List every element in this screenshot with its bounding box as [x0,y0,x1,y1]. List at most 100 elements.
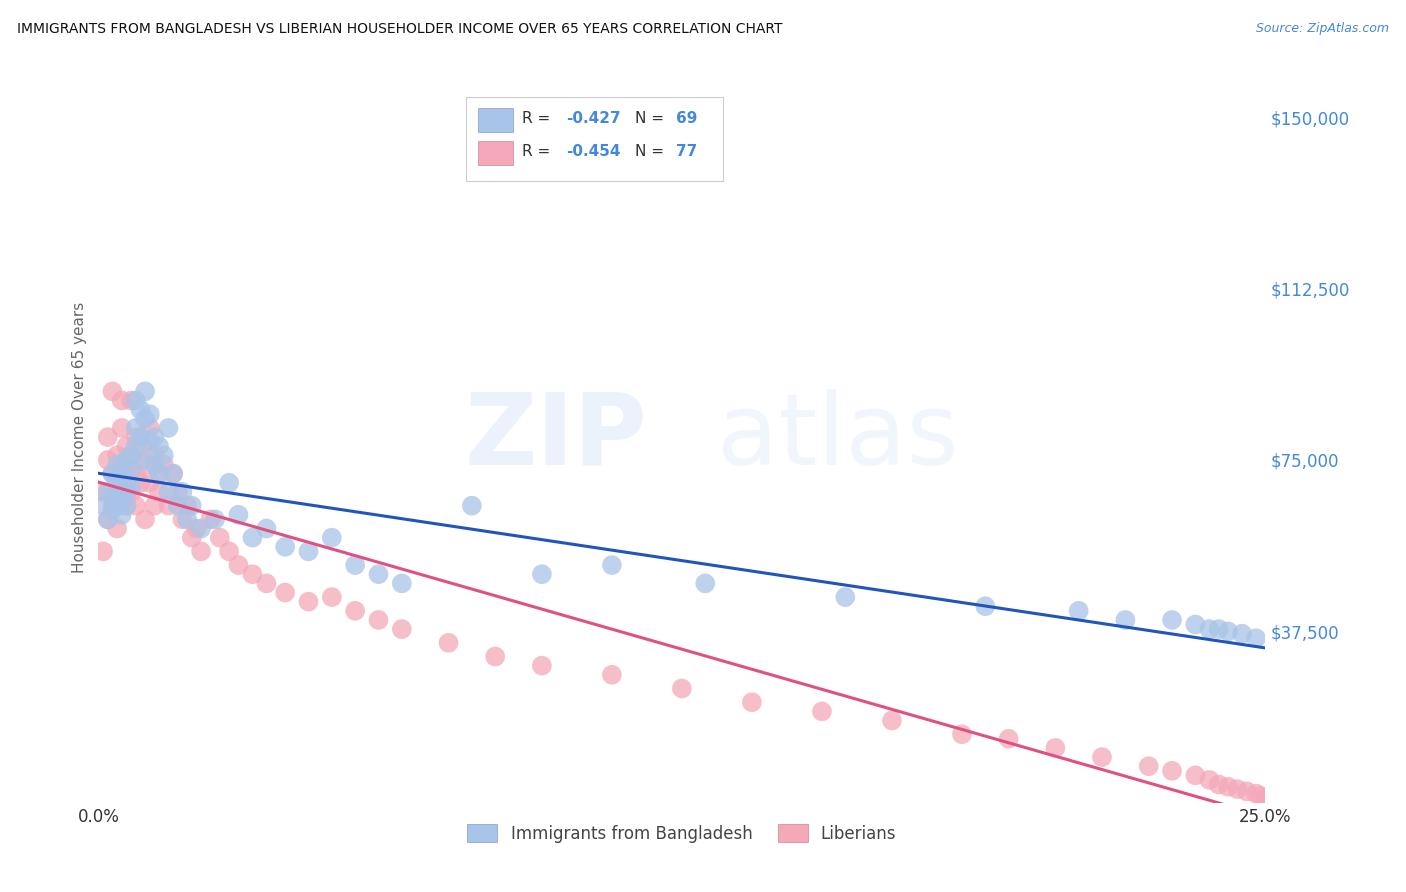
Point [101,499,124,513]
Point [105,484,128,499]
Point [148,439,170,453]
Point [134,453,156,467]
Point [1230,626,1253,640]
Text: ZIP: ZIP [464,389,647,485]
Point [321,590,343,604]
Point [166,484,188,499]
Point [530,658,553,673]
Point [97,453,120,467]
Point [101,384,124,399]
Text: 77: 77 [676,145,697,160]
Point [125,499,148,513]
Point [120,484,142,499]
Point [139,434,162,449]
Point [157,499,180,513]
Point [111,508,134,522]
Point [1216,624,1239,639]
Point [172,512,194,526]
Point [834,590,856,604]
Point [139,421,162,435]
Point [111,484,134,499]
Text: 69: 69 [676,112,697,127]
Point [115,453,138,467]
Point [200,512,222,526]
Point [101,467,124,481]
Point [741,695,763,709]
Point [101,490,124,504]
Point [242,531,264,545]
Point [157,421,180,435]
Point [143,458,166,472]
Point [129,402,152,417]
Point [1208,778,1230,792]
Point [484,649,506,664]
Point [190,544,212,558]
Point [1250,789,1272,803]
Point [143,430,166,444]
Point [105,499,128,513]
Point [143,499,166,513]
Point [950,727,973,741]
Point [101,503,124,517]
Point [274,540,297,554]
Point [120,393,142,408]
Point [101,467,124,481]
Point [111,494,134,508]
Point [1161,613,1184,627]
Point [1067,604,1090,618]
Point [139,407,162,421]
Point [1137,759,1160,773]
Point [91,544,114,558]
Point [125,467,148,481]
Point [176,499,198,513]
Y-axis label: Householder Income Over 65 years: Householder Income Over 65 years [72,301,87,573]
Point [367,613,389,627]
Point [461,499,484,513]
Point [274,585,297,599]
Point [1244,632,1267,646]
Point [344,558,367,573]
Point [1226,782,1249,797]
Point [974,599,997,614]
Point [1114,613,1136,627]
Point [162,467,184,481]
FancyBboxPatch shape [478,108,513,132]
Point [172,484,194,499]
Point [344,604,367,618]
Point [1208,622,1230,636]
Text: -0.427: -0.427 [567,112,621,127]
Point [120,462,142,476]
Point [134,384,156,399]
Point [115,439,138,453]
Point [437,636,460,650]
Point [297,544,319,558]
Point [115,499,138,513]
Point [125,439,148,453]
Point [125,421,148,435]
Point [671,681,693,696]
Point [297,594,319,608]
FancyBboxPatch shape [478,141,513,165]
Point [880,714,903,728]
Point [1161,764,1184,778]
Point [1236,784,1258,798]
Point [1091,750,1114,764]
Point [105,458,128,472]
Point [111,467,134,481]
Point [97,430,120,444]
Point [148,467,170,481]
Point [811,705,834,719]
Point [162,467,184,481]
Point [600,558,623,573]
Point [105,521,128,535]
Point [148,467,170,481]
Point [120,480,142,494]
Text: N =: N = [636,112,669,127]
Point [129,475,152,490]
Point [120,448,142,462]
Point [115,484,138,499]
Point [1198,772,1220,787]
Point [256,521,278,535]
Point [242,567,264,582]
Point [129,430,152,444]
